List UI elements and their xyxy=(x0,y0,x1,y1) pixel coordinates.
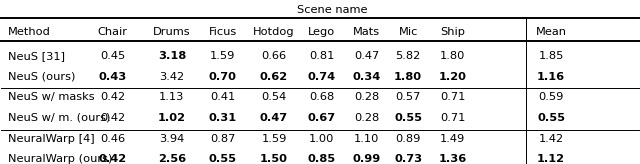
Text: NeuralWarp (ours): NeuralWarp (ours) xyxy=(8,154,113,164)
Text: 0.70: 0.70 xyxy=(209,72,237,82)
Text: 1.50: 1.50 xyxy=(260,154,288,164)
Text: 0.59: 0.59 xyxy=(538,92,564,102)
Text: 0.47: 0.47 xyxy=(354,51,380,61)
Text: 0.55: 0.55 xyxy=(537,113,565,123)
Text: NeuS w/ masks: NeuS w/ masks xyxy=(8,92,95,102)
Text: 1.59: 1.59 xyxy=(261,134,287,144)
Text: 0.55: 0.55 xyxy=(209,154,237,164)
Text: 0.81: 0.81 xyxy=(309,51,335,61)
Text: 1.00: 1.00 xyxy=(309,134,335,144)
Text: 5.82: 5.82 xyxy=(396,51,420,61)
Text: 0.57: 0.57 xyxy=(396,92,421,102)
Text: 0.42: 0.42 xyxy=(100,92,125,102)
Text: 1.59: 1.59 xyxy=(211,51,236,61)
Text: 1.85: 1.85 xyxy=(538,51,564,61)
Text: Mic: Mic xyxy=(399,27,418,37)
Text: 1.10: 1.10 xyxy=(354,134,380,144)
Text: 0.47: 0.47 xyxy=(260,113,288,123)
Text: 1.12: 1.12 xyxy=(537,154,565,164)
Text: 0.45: 0.45 xyxy=(100,51,125,61)
Text: Method: Method xyxy=(8,27,51,37)
Text: NeuS (ours): NeuS (ours) xyxy=(8,72,76,82)
Text: 0.67: 0.67 xyxy=(308,113,336,123)
Text: 3.42: 3.42 xyxy=(159,72,184,82)
Text: Drums: Drums xyxy=(153,27,191,37)
Text: 0.87: 0.87 xyxy=(211,134,236,144)
Text: 0.34: 0.34 xyxy=(353,72,381,82)
Text: 0.43: 0.43 xyxy=(99,72,127,82)
Text: 0.42: 0.42 xyxy=(100,113,125,123)
Text: 3.18: 3.18 xyxy=(157,51,186,61)
Text: 0.85: 0.85 xyxy=(308,154,336,164)
Text: 1.36: 1.36 xyxy=(438,154,467,164)
Text: 0.41: 0.41 xyxy=(211,92,236,102)
Text: Ship: Ship xyxy=(440,27,465,37)
Text: NeuS w/ m. (ours): NeuS w/ m. (ours) xyxy=(8,113,111,123)
Text: 1.16: 1.16 xyxy=(537,72,565,82)
Text: 0.42: 0.42 xyxy=(99,154,127,164)
Text: 1.20: 1.20 xyxy=(439,72,467,82)
Text: Mats: Mats xyxy=(353,27,380,37)
Text: 0.55: 0.55 xyxy=(394,113,422,123)
Text: 1.80: 1.80 xyxy=(394,72,422,82)
Text: Mean: Mean xyxy=(536,27,566,37)
Text: 0.71: 0.71 xyxy=(440,92,465,102)
Text: NeuralWarp [4]: NeuralWarp [4] xyxy=(8,134,95,144)
Text: 2.56: 2.56 xyxy=(158,154,186,164)
Text: 0.66: 0.66 xyxy=(262,51,287,61)
Text: 0.73: 0.73 xyxy=(394,154,422,164)
Text: 1.13: 1.13 xyxy=(159,92,184,102)
Text: NeuS [31]: NeuS [31] xyxy=(8,51,65,61)
Text: 0.74: 0.74 xyxy=(308,72,336,82)
Text: 0.28: 0.28 xyxy=(354,92,380,102)
Text: 1.49: 1.49 xyxy=(440,134,465,144)
Text: 0.99: 0.99 xyxy=(353,154,381,164)
Text: 0.28: 0.28 xyxy=(354,113,380,123)
Text: Lego: Lego xyxy=(308,27,335,37)
Text: Chair: Chair xyxy=(97,27,127,37)
Text: 1.02: 1.02 xyxy=(158,113,186,123)
Text: 0.62: 0.62 xyxy=(260,72,288,82)
Text: 0.68: 0.68 xyxy=(309,92,335,102)
Text: 0.54: 0.54 xyxy=(261,92,287,102)
Text: 0.31: 0.31 xyxy=(209,113,237,123)
Text: 1.42: 1.42 xyxy=(539,134,564,144)
Text: 0.89: 0.89 xyxy=(396,134,421,144)
Text: 0.71: 0.71 xyxy=(440,113,465,123)
Text: 0.46: 0.46 xyxy=(100,134,125,144)
Text: Scene name: Scene name xyxy=(296,5,367,15)
Text: 1.80: 1.80 xyxy=(440,51,465,61)
Text: 3.94: 3.94 xyxy=(159,134,184,144)
Text: Hotdog: Hotdog xyxy=(253,27,295,37)
Text: Ficus: Ficus xyxy=(209,27,237,37)
